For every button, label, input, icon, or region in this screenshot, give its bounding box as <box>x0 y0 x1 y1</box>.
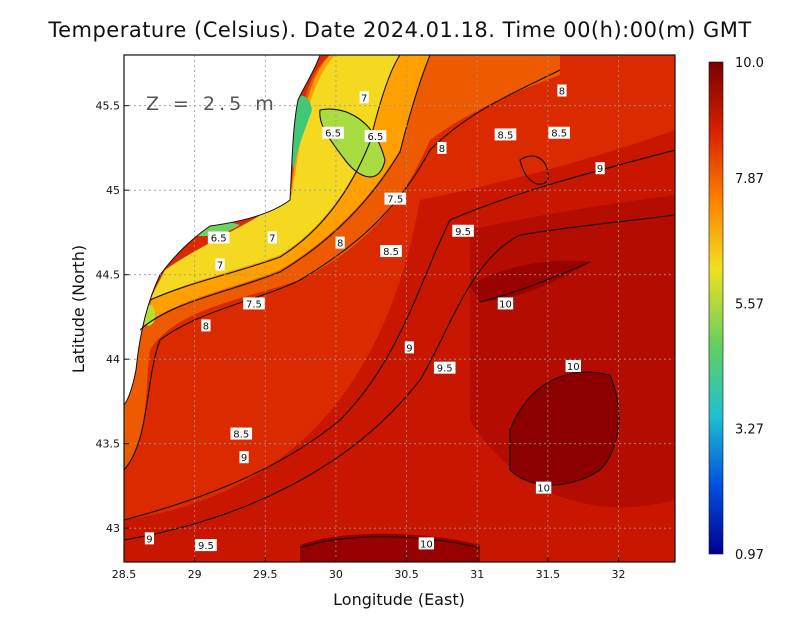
depth-label: Z = 2.5 m <box>146 93 278 115</box>
map-frame <box>123 54 676 563</box>
contour-label: 6.5 <box>364 130 387 143</box>
contour-label: 8.5 <box>380 245 402 258</box>
svg-text:9: 9 <box>406 343 412 354</box>
contour-label: 7 <box>359 91 369 104</box>
svg-text:9.5: 9.5 <box>437 364 453 375</box>
svg-text:10: 10 <box>537 484 550 495</box>
y-tick-label: 45 <box>106 184 120 197</box>
x-tick-label: 28.5 <box>112 568 137 581</box>
svg-text:7.5: 7.5 <box>387 195 403 206</box>
x-tick-label: 30 <box>329 568 343 581</box>
x-tick-label: 31 <box>470 568 484 581</box>
svg-text:6.5: 6.5 <box>368 132 384 143</box>
contour-label: 9.5 <box>433 361 456 375</box>
contour-label: 7 <box>267 231 277 245</box>
contour-label: 10 <box>535 481 552 495</box>
svg-text:6.5: 6.5 <box>325 129 341 140</box>
x-tick-label: 30.5 <box>394 568 419 581</box>
y-tick-label: 43.5 <box>96 438 121 451</box>
svg-text:8: 8 <box>203 321 209 332</box>
contour-label: 7 <box>215 258 225 272</box>
svg-text:8: 8 <box>439 144 445 155</box>
svg-text:8.5: 8.5 <box>551 129 567 140</box>
contour-label: 8 <box>437 141 447 155</box>
contour-label: 10 <box>418 537 435 550</box>
contour-label: 10 <box>565 359 581 373</box>
temperature-field <box>124 55 675 562</box>
contour-label: 9.5 <box>452 224 474 238</box>
y-tick-label: 45.5 <box>96 100 121 113</box>
y-tick-label: 43 <box>106 522 120 535</box>
contour-label: 7.5 <box>243 297 265 310</box>
contour-labels: 7 6.5 6.5 8 8.5 8.5 8 9 7.5 9.5 6.5 7 8 8.5 7 10 7.5 8 9 9.… <box>144 84 605 552</box>
contour-label: 8 <box>201 319 211 332</box>
contour-label: 9 <box>595 162 605 175</box>
colorbar-label: 10.0 <box>735 56 764 71</box>
contour-label: 9 <box>404 341 414 354</box>
svg-text:7: 7 <box>361 93 367 104</box>
contour-label: 8.5 <box>230 427 253 441</box>
y-tick-label: 44 <box>106 353 120 366</box>
colorbar-label: 5.57 <box>735 297 764 312</box>
x-tick-label: 29 <box>188 568 202 581</box>
y-axis-title: Latitude (North) <box>69 245 88 373</box>
svg-text:10: 10 <box>567 362 580 373</box>
contour-label: 8.5 <box>494 128 517 141</box>
svg-text:8.5: 8.5 <box>498 130 514 141</box>
svg-text:9.5: 9.5 <box>198 541 214 552</box>
contour-label: 8 <box>335 236 345 250</box>
contour-label: 6.5 <box>322 126 344 140</box>
graticule <box>124 55 675 562</box>
svg-text:6.5: 6.5 <box>211 234 227 245</box>
svg-text:9: 9 <box>597 164 603 175</box>
x-tick-label: 32 <box>611 568 625 581</box>
contour-label: 8.5 <box>548 126 570 140</box>
y-axis-ticks: 43 43.5 44 44.5 45 45.5 <box>96 100 129 535</box>
contour-label: 6.5 <box>207 231 230 245</box>
svg-text:9: 9 <box>146 534 152 545</box>
x-tick-label: 31.5 <box>536 568 561 581</box>
svg-text:10: 10 <box>420 539 433 550</box>
contour-label: 9 <box>239 451 249 464</box>
svg-text:7: 7 <box>269 234 275 245</box>
svg-text:7.5: 7.5 <box>246 299 262 310</box>
contour-label: 8 <box>557 84 567 97</box>
y-tick-label: 44.5 <box>96 269 121 282</box>
colorbar-label: 0.97 <box>735 548 764 563</box>
x-tick-label: 29.5 <box>253 568 278 581</box>
svg-text:9.5: 9.5 <box>455 227 471 238</box>
colorbar-labels: 10.0 7.87 5.57 3.27 0.97 <box>735 56 764 563</box>
colorbar <box>708 61 724 555</box>
svg-text:9: 9 <box>241 453 247 464</box>
contour-label: 10 <box>497 297 514 310</box>
colorbar-label: 3.27 <box>735 423 764 438</box>
svg-text:7: 7 <box>217 261 223 272</box>
x-axis-title: Longitude (East) <box>333 590 465 609</box>
contour-label: 7.5 <box>384 192 407 206</box>
svg-text:8.5: 8.5 <box>383 247 399 258</box>
map-title: Temperature (Celsius). Date 2024.01.18. … <box>48 18 752 42</box>
colorbar-label: 7.87 <box>735 172 764 187</box>
contour-label: 9 <box>144 532 155 545</box>
svg-text:10: 10 <box>499 299 512 310</box>
svg-text:8: 8 <box>559 86 565 97</box>
contour-label: 9.5 <box>195 539 217 552</box>
svg-text:8: 8 <box>337 239 343 250</box>
svg-text:8.5: 8.5 <box>233 430 249 441</box>
x-axis-ticks: 28.5 29 29.5 30 30.5 31 31.5 32 <box>112 557 625 581</box>
